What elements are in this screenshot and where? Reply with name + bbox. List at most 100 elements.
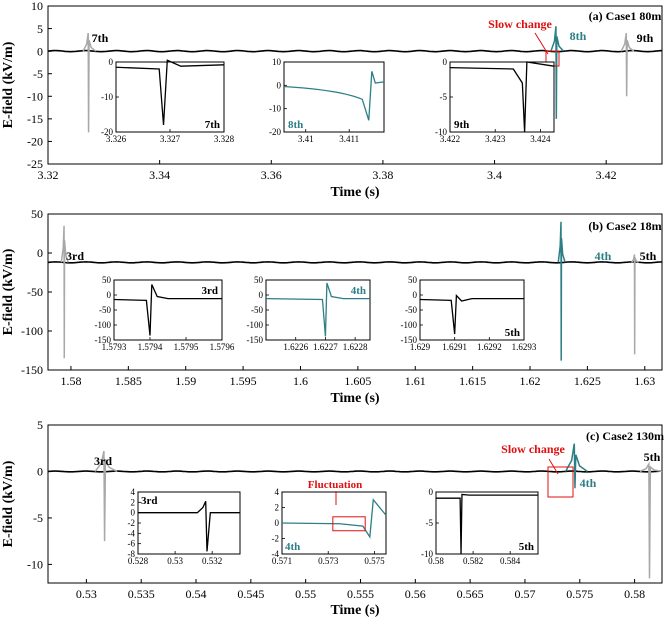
inset-8th: 3.41 3.411 -20 -10 0 10 8th: [269, 57, 385, 144]
baseline-trace: [47, 261, 663, 264]
inset-x-tick-label: 1.5794: [138, 342, 163, 352]
inset-y-tick-label: -5: [440, 92, 448, 102]
inset-x-tick-label: 1.6227: [313, 342, 338, 352]
x-tick-label: 3.34: [149, 168, 170, 182]
y-tick-label: -25: [27, 157, 43, 171]
inset-y-tick-label: -50: [405, 305, 417, 315]
y-ticks: -150 -100 -50 0 50: [21, 207, 52, 377]
inset-x-tick-label: 1.5796: [210, 342, 235, 352]
slow-change-annotation: Slow change: [488, 17, 560, 67]
inset-y-tick-label: -5: [426, 518, 434, 528]
inset-y-tick-label: -50: [99, 305, 111, 315]
x-tick-label: 0.56: [405, 587, 426, 601]
pulse-label-5th: 5th: [640, 249, 657, 263]
inset-y-tick-label: 10: [272, 57, 282, 67]
series: [47, 26, 663, 133]
y-tick-label: -15: [27, 112, 43, 126]
x-tick-label: 1.595: [230, 374, 257, 388]
inset-y-tick-label: -8: [128, 549, 136, 559]
inset-x-tick-label: 0.584: [500, 556, 521, 566]
inset-x-tick-label: 3.424: [530, 134, 551, 144]
inset-y-tick-label: 50: [408, 275, 418, 285]
pulse-label-3rd: 3rd: [66, 249, 84, 263]
inset-label: 4th: [285, 541, 300, 553]
inset-trace: [419, 294, 524, 335]
inset-trace: [281, 498, 387, 539]
y-tick-label: 5: [37, 418, 43, 432]
y-axis-label: E-field (kV/m): [1, 460, 16, 547]
y-tick-label: 5: [37, 22, 43, 36]
inset-y-tick-label: -10: [421, 549, 433, 559]
inset-4th: 0.571 0.573 0.575 -4 -2 0 2 4 4th Fluctuation: [272, 479, 387, 566]
x-tick-label: 0.545: [237, 587, 264, 601]
inset-y-tick-label: 2: [275, 503, 280, 513]
annotation-text: Slow change: [488, 17, 552, 31]
inset-y-tick-label: -20: [101, 127, 113, 137]
x-tick-label: 1.62: [520, 374, 541, 388]
inset-x-tick-label: 1.6228: [343, 342, 368, 352]
inset-y-tick-label: 2: [131, 497, 136, 507]
y-tick-label: -5: [33, 511, 43, 525]
inset-trace: [265, 282, 370, 337]
inset-x-tick-label: 0.573: [318, 556, 339, 566]
pulse-label-3rd: 3rd: [94, 454, 112, 468]
inset-y-tick-label: 0: [277, 80, 282, 90]
inset-y-tick-label: 0: [429, 487, 434, 497]
inset-9th: 3.422 3.423 3.424 -10 -5 0 9th: [435, 57, 555, 144]
inset-x-tick-label: 1.5793: [102, 342, 127, 352]
x-ticks: 0.53 0.535 0.54 0.545 0.55 0.555 0.56 0.565 0.57…: [76, 579, 645, 601]
inset-x-tick-label: 3.326: [106, 134, 127, 144]
inset-7th: 3.326 3.327 3.328 -20 -10 0 7th: [101, 57, 235, 144]
inset-x-tick-label: 3.327: [160, 134, 181, 144]
inset-y-tick-label: 50: [102, 275, 112, 285]
plot-frame: [47, 424, 663, 584]
x-tick-label: 0.58: [624, 587, 645, 601]
x-tick-label: 1.6: [293, 374, 308, 388]
inset-frame: [137, 491, 241, 555]
x-axis-label: Time (s): [330, 391, 379, 406]
baseline-trace: [47, 49, 663, 53]
inset-x-tick-label: 0.575: [364, 556, 385, 566]
inset-x-tick-label: 3.411: [339, 134, 359, 144]
pulse-3rd: [94, 450, 118, 542]
y-axis-label: E-field (kV/m): [1, 41, 16, 128]
pulse-4th: [564, 443, 588, 489]
inset-y-tick-label: 4: [131, 487, 136, 497]
inset-label: 7th: [205, 119, 220, 131]
pulse-5th: [639, 461, 663, 579]
x-tick-label: 1.615: [459, 374, 486, 388]
y-tick-label: -10: [27, 89, 43, 103]
x-tick-label: 0.55: [295, 587, 316, 601]
x-tick-label: 1.58: [60, 374, 81, 388]
inset-y-tick-label: -10: [435, 127, 447, 137]
x-tick-label: 0.57: [514, 587, 535, 601]
panel-title: (b) Case2 18m: [588, 219, 661, 233]
inset-x-tick-label: 1.6226: [283, 342, 308, 352]
pulse-labels: 3rd 4th 5th: [94, 450, 661, 490]
pulse-7th: [82, 32, 97, 133]
y-tick-label: -100: [21, 324, 43, 338]
inset-y-tick-label: 0: [109, 57, 114, 67]
inset-y-tick-label: -4: [128, 528, 136, 538]
inset-x-tick-label: 0.528: [128, 556, 149, 566]
pulse-5th: [631, 254, 639, 355]
fluctuation-box: [332, 516, 366, 532]
x-tick-label: 1.59: [175, 374, 196, 388]
inset-y-tick-label: -2: [128, 518, 136, 528]
x-tick-label: 3.4: [487, 168, 502, 182]
annotation-text: Slow change: [501, 442, 565, 456]
x-tick-label: 0.565: [457, 587, 484, 601]
inset-trace: [283, 71, 385, 121]
inset-y-tick-label: 0: [131, 508, 136, 518]
y-ticks: -25 -20 -15 -10 -5 0 5 10: [27, 0, 52, 171]
y-tick-label: -5: [33, 67, 43, 81]
inset-frame: [419, 279, 525, 341]
inset-label: 3rd: [141, 495, 158, 507]
pulse-4th: [557, 221, 566, 361]
inset-x-tick-label: 0.571: [272, 556, 292, 566]
inset-y-tick-label: -150: [401, 335, 418, 345]
inset-5th: 0.58 0.582 0.584 -10 -5 0 5th: [421, 487, 539, 566]
inset-trace: [113, 284, 222, 336]
inset-y-tick-label: -100: [95, 320, 112, 330]
